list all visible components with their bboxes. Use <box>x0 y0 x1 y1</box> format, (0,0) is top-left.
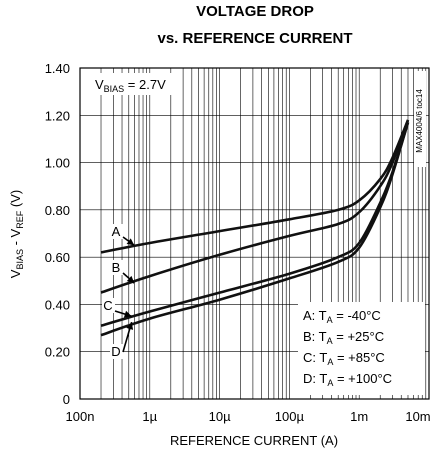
curve-labels: A B C D <box>102 224 135 359</box>
y-tick-label: 0.20 <box>45 345 70 360</box>
y-axis-label: VBIAS - VREF (V) <box>8 190 25 278</box>
legend-entry-c: C: TA = +85°C <box>303 350 385 367</box>
curve-label-c: C <box>103 298 112 313</box>
curve-arrowhead-c <box>123 310 132 318</box>
y-tick-label: 1.20 <box>45 108 70 123</box>
chart-title-line-2: vs. REFERENCE CURRENT <box>157 30 352 47</box>
part-label: MAX4004/6 toc14 <box>415 89 424 153</box>
curve-label-d: D <box>111 344 120 359</box>
legend-background <box>298 302 425 395</box>
curve-arrowhead-d <box>126 322 134 330</box>
series-line-d <box>100 122 410 337</box>
plot-frame <box>79 67 430 400</box>
y-tick-label: 1.40 <box>45 61 70 76</box>
y-tick-label: 0.60 <box>45 250 70 265</box>
curve-label-b: B <box>112 260 121 275</box>
curves <box>100 119 410 337</box>
y-tick-label: 0.80 <box>45 203 70 218</box>
legend-entry-b: B: TA = +25°C <box>303 329 384 346</box>
y-tick-label: 0 <box>63 392 70 407</box>
part-label-box: MAX4004/6 toc14 <box>414 71 426 167</box>
condition-label: VBIAS = 2.7V <box>95 77 166 94</box>
condition-box: VBIAS = 2.7V <box>90 73 174 95</box>
chart-title-line-1: VOLTAGE DROP <box>196 3 314 20</box>
y-tick-label: 0.40 <box>45 297 70 312</box>
curve-label-bg <box>110 224 123 239</box>
legend-entry-d: D: TA = +100°C <box>303 371 392 388</box>
series-line-a <box>100 119 410 254</box>
curve-label-bg <box>110 344 123 359</box>
x-tick-label: 10m <box>405 409 430 424</box>
x-tick-label: 100n <box>66 409 95 424</box>
x-tick-label: 1µ <box>142 409 157 424</box>
curve-label-bg <box>110 260 123 275</box>
series-line-b <box>100 119 410 294</box>
y-tick-label: 1.00 <box>45 156 70 171</box>
x-tick-label: 1m <box>350 409 368 424</box>
curve-arrowhead-a <box>126 238 135 246</box>
x-tick-label: 100µ <box>275 409 305 424</box>
legend-entry-a: A: TA = -40°C <box>303 308 381 325</box>
x-tick-labels: 100n 1µ 10µ 100µ 1m 10m <box>66 409 431 424</box>
x-tick-label: 10µ <box>209 409 231 424</box>
curve-label-a: A <box>112 224 121 239</box>
y-tick-labels: 0 0.20 0.40 0.60 0.80 1.00 1.20 1.40 <box>45 61 70 407</box>
x-axis-label: REFERENCE CURRENT (A) <box>170 433 338 448</box>
curve-label-bg <box>102 298 115 313</box>
legend: A: TA = -40°C B: TA = +25°C C: TA = +85°C D… <box>298 302 425 395</box>
curve-arrowhead-b <box>126 275 135 284</box>
